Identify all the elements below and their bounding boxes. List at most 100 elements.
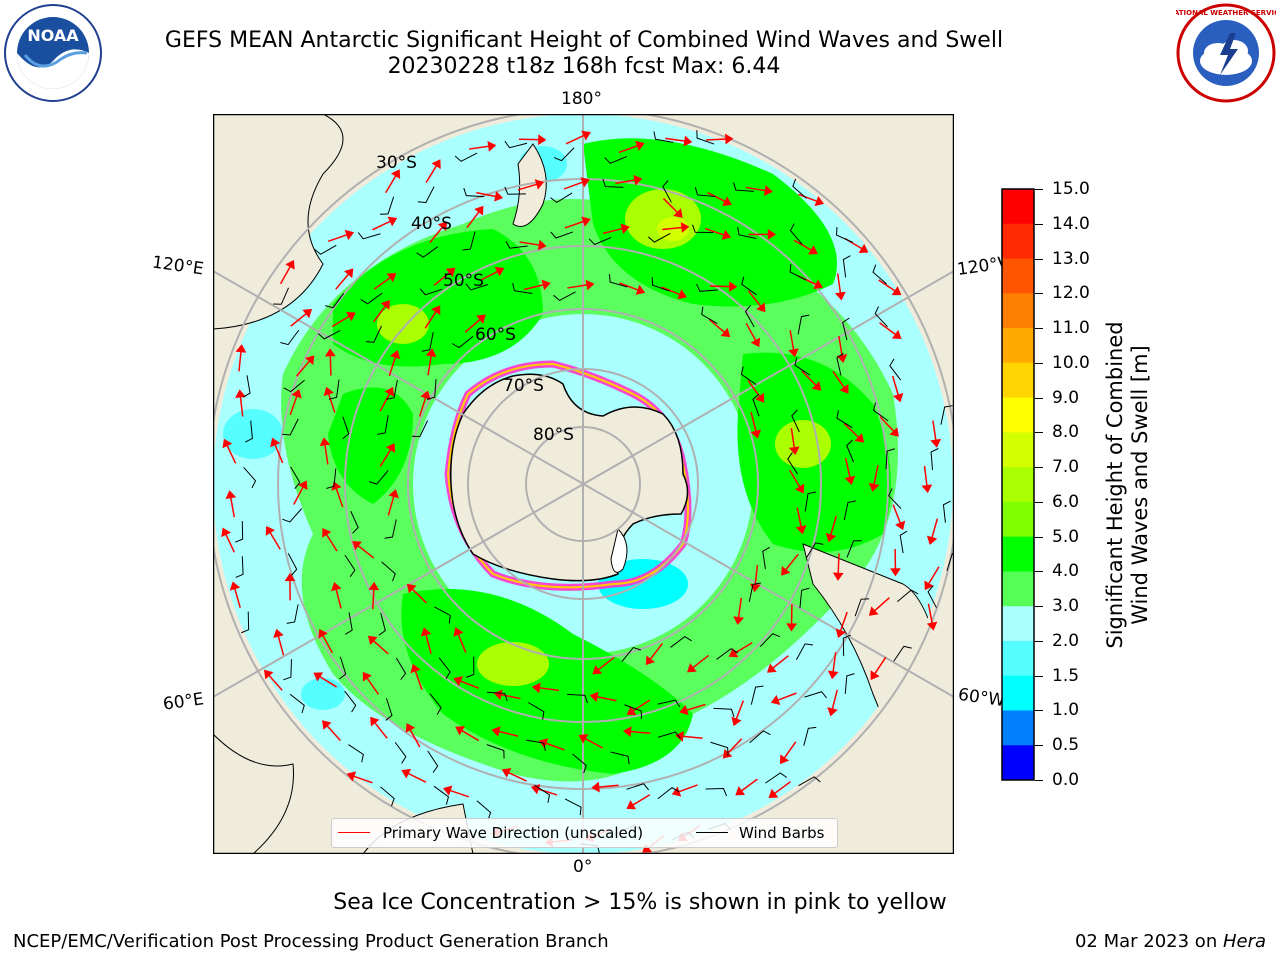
- wind-barb: [280, 329, 300, 346]
- wind-barb: [454, 152, 478, 162]
- wave-arrow: [598, 784, 619, 788]
- wind-barb: [314, 244, 337, 255]
- wind-barb: [384, 519, 397, 539]
- wind-barb: [662, 180, 672, 203]
- wave-arrow: [788, 469, 801, 488]
- wave-arrow-head: [345, 312, 356, 322]
- wave-arrow: [735, 700, 745, 720]
- lat-label-50s: 50°S: [443, 271, 484, 291]
- colorbar-tick-mark: [1035, 362, 1043, 364]
- wind-barb: [534, 784, 551, 803]
- colorbar-tick-mark: [1035, 223, 1043, 225]
- wave-arrow-head: [291, 389, 302, 399]
- wave-arrow-head: [895, 520, 906, 531]
- wind-barb: [843, 500, 856, 521]
- wave-arrow-head: [749, 583, 761, 593]
- wave-arrow: [295, 360, 311, 377]
- wave-arrow: [519, 241, 540, 246]
- wind-barb: [419, 288, 443, 296]
- wind-barb: [658, 731, 681, 739]
- wave-arrow: [745, 186, 766, 192]
- legend: Primary Wave Direction (unscaled) Wind B…: [331, 818, 838, 848]
- wave-arrow: [335, 487, 344, 508]
- wave-arrow-head: [331, 581, 342, 592]
- wind-barb: [339, 656, 347, 680]
- lon-label-0: 0°: [573, 857, 593, 877]
- wave-arrow-head: [387, 216, 398, 227]
- wave-arrow: [597, 656, 615, 671]
- wind-barb: [417, 186, 435, 204]
- wind-barb: [290, 466, 301, 490]
- wind-barb: [846, 540, 862, 558]
- wave-arrow: [387, 496, 395, 516]
- wave-arrow-head: [889, 568, 901, 577]
- wave-arrow-head: [222, 438, 233, 449]
- wind-barb: [940, 405, 953, 425]
- wave-arrow-head: [494, 266, 505, 277]
- wave-arrow: [424, 310, 437, 329]
- wind-barb: [365, 325, 382, 343]
- colorbar-cell: [1002, 536, 1034, 572]
- wave-arrow: [662, 197, 679, 214]
- colorbar-tick-mark: [1035, 397, 1043, 399]
- wave-arrow: [874, 656, 887, 675]
- wave-arrow-head: [889, 427, 899, 437]
- wind-barb: [429, 693, 442, 715]
- wave-arrow-head: [431, 305, 441, 315]
- wave-arrow-head: [592, 665, 603, 675]
- wave-arrow: [353, 775, 373, 784]
- wave-arrow: [328, 234, 348, 242]
- wind-barb: [749, 730, 771, 744]
- wave-arrow: [747, 380, 761, 398]
- colorbar-label-line1: Significant Height of Combined: [1103, 321, 1127, 649]
- wind-barb: [463, 187, 485, 198]
- wave-arrow-head: [834, 291, 846, 301]
- wave-arrow-head: [687, 663, 697, 673]
- wind-barb: [705, 788, 728, 797]
- wave-arrow: [772, 655, 789, 669]
- wind-barb: [588, 236, 612, 246]
- wave-arrow: [500, 693, 521, 700]
- wave-arrow-head: [750, 429, 762, 439]
- wind-barb: [696, 283, 718, 292]
- wave-arrow: [596, 695, 617, 702]
- wind-barb: [317, 330, 341, 340]
- wave-arrow-head: [491, 726, 501, 737]
- wave-arrow-head: [264, 669, 274, 680]
- wave-arrow-head: [368, 581, 380, 591]
- wave-arrow-head: [578, 734, 589, 744]
- wave-arrow: [747, 290, 762, 307]
- wave-arrow-head: [235, 389, 246, 399]
- wind-barb: [787, 452, 799, 475]
- wave-arrow: [409, 729, 421, 748]
- wave-arrow-head: [721, 229, 732, 240]
- colorbar-tick-label: 12.0: [1052, 283, 1090, 304]
- wind-barb: [927, 585, 937, 608]
- wave-arrow-head: [794, 483, 805, 494]
- wind-barb: [897, 589, 919, 603]
- wind-barb: [282, 418, 299, 436]
- wave-arrow-head: [733, 616, 744, 626]
- nws-logo: NATIONAL WEATHER SERVICE: [1176, 3, 1276, 103]
- wave-arrow: [737, 597, 743, 618]
- wind-barb: [289, 693, 305, 714]
- wave-arrow-head: [344, 268, 354, 279]
- wave-arrow: [734, 642, 753, 654]
- wave-arrow: [615, 179, 636, 185]
- legend-wave-label: Primary Wave Direction (unscaled): [383, 824, 644, 842]
- wave-arrow-head: [425, 348, 437, 358]
- colorbar-tick-label: 14.0: [1052, 213, 1090, 234]
- wave-arrow: [464, 318, 481, 333]
- wind-barb: [550, 192, 573, 204]
- wind-barb: [888, 488, 902, 510]
- wave-arrow-head: [728, 647, 739, 658]
- wave-arrow: [878, 279, 896, 292]
- wave-arrow-head: [870, 670, 880, 681]
- wave-arrow: [385, 175, 397, 194]
- wave-arrow-head: [385, 443, 396, 453]
- wave-arrow: [790, 427, 796, 448]
- wind-barb: [564, 798, 582, 816]
- wind-barb: [872, 264, 887, 285]
- wave-arrow: [425, 165, 438, 184]
- wave-arrow-head: [645, 655, 656, 666]
